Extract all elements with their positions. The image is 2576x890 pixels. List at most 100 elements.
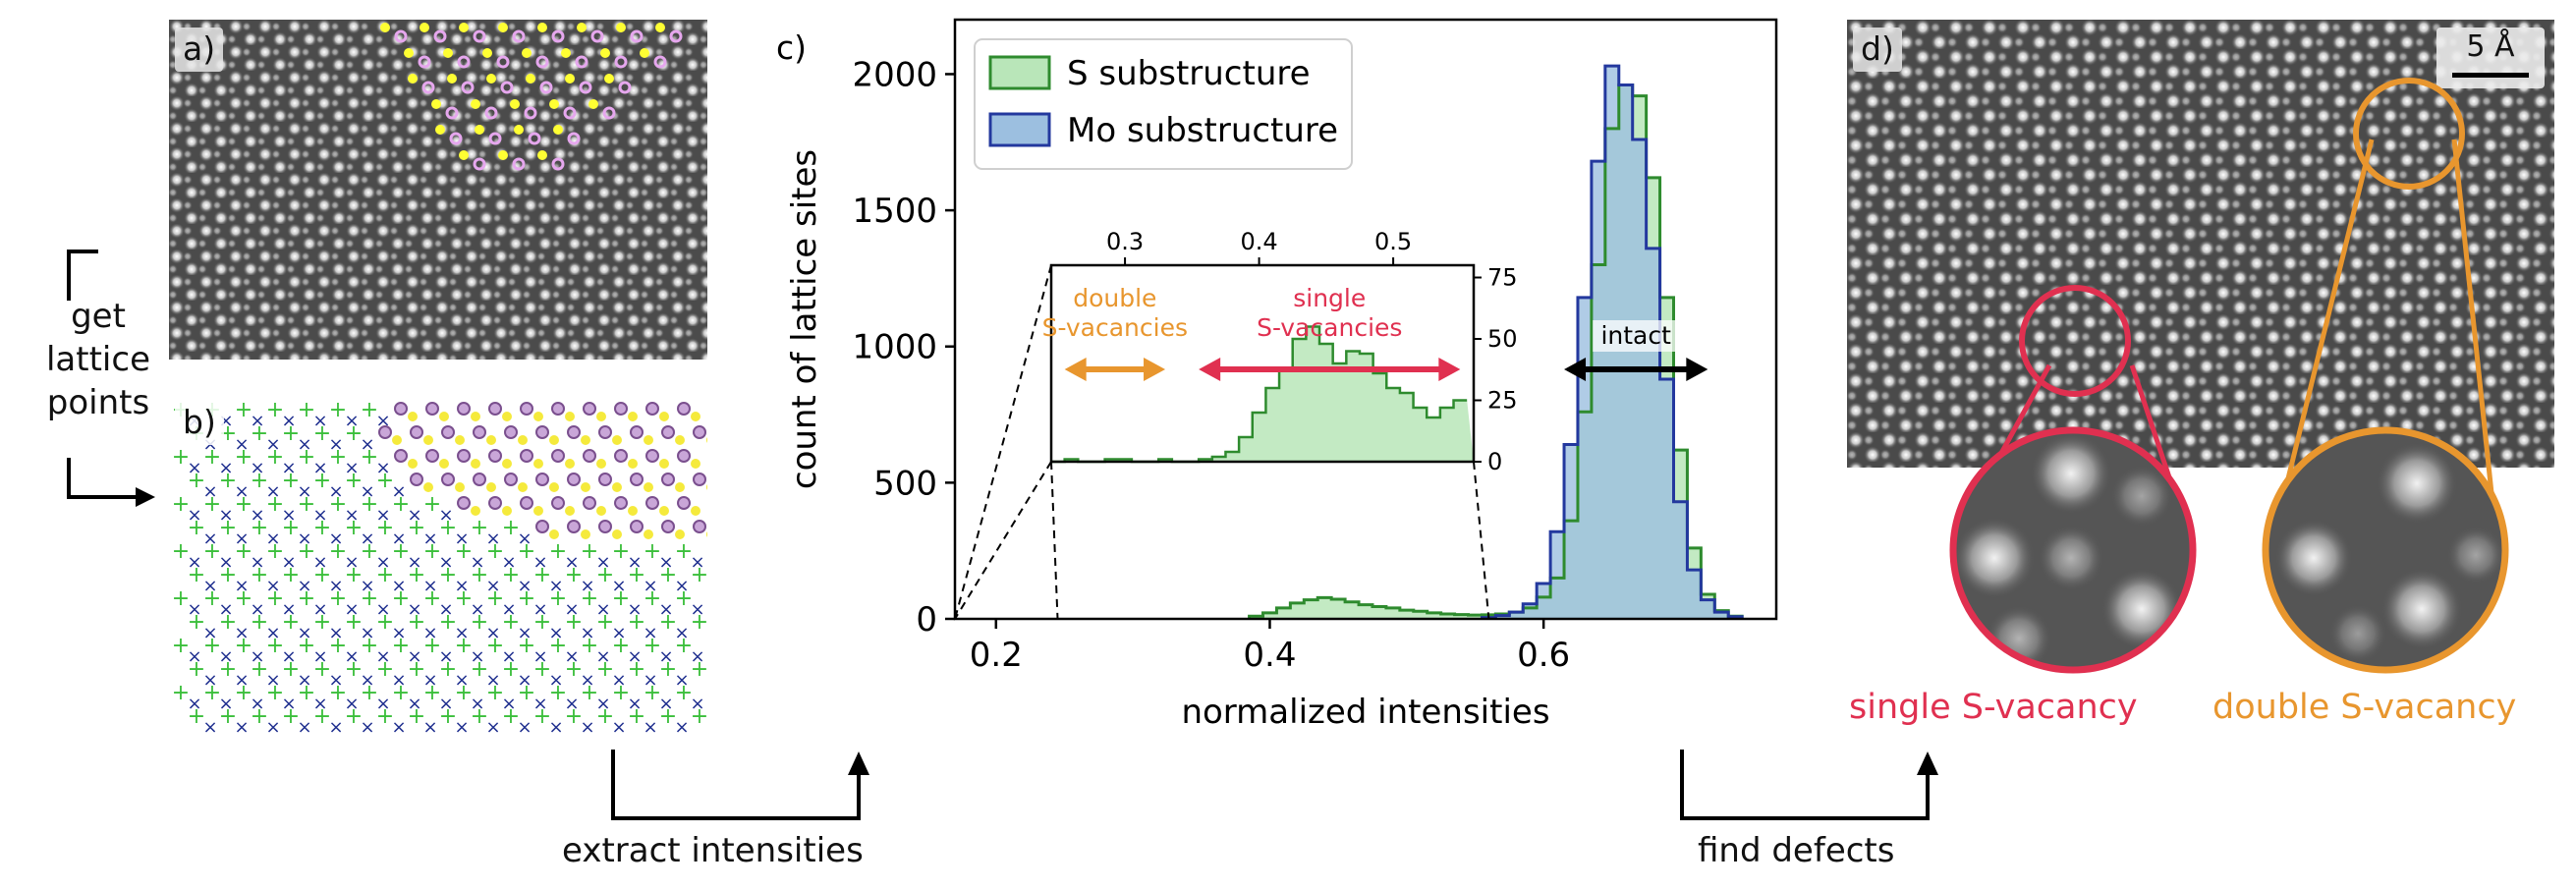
s-site-marker: + [549,539,567,564]
mo-site-marker: × [265,670,280,691]
mo-site-marker: × [627,599,642,620]
s-substructure-marker [486,435,496,445]
mo-site-marker: × [265,434,280,455]
mo-site-point [394,29,408,43]
mo-substructure-marker [535,473,549,486]
s-site-marker: + [298,586,315,611]
s-substructure-marker [533,459,543,469]
s-site-marker: + [675,586,693,611]
s-substructure-marker [706,529,716,539]
mo-site-marker: × [690,552,704,573]
s-site-marker: + [298,539,315,564]
mo-site-marker: × [548,623,563,643]
s-site-marker: + [612,586,630,611]
s-substructure-marker [612,529,622,539]
mo-site-marker: × [375,694,390,714]
panel-tag-d: d) [1853,28,1902,72]
mo-site-marker: × [312,458,327,478]
mo-site-marker: × [485,528,500,549]
mo-site-marker: × [690,646,704,667]
mo-substructure-marker [535,520,549,533]
mo-site-marker: × [501,599,516,620]
mo-site-marker: × [501,552,516,573]
mo-site-marker: × [564,646,579,667]
mo-site-marker: × [375,505,390,526]
mo-substructure-marker [630,520,644,533]
scale-bar-label: 5 Å [2466,29,2515,64]
s-site-marker: + [518,586,535,611]
mo-site-marker: × [281,599,296,620]
mo-substructure-marker [583,402,596,416]
mo-site-point [500,81,514,94]
mo-site-marker: × [187,552,201,573]
s-site-marker: + [313,563,331,587]
s-site-marker: + [361,586,378,611]
s-site-point [537,23,547,32]
mo-site-marker: × [218,505,233,526]
mo-site-marker: × [297,434,311,455]
mo-site-marker: × [202,576,217,596]
s-site-marker: + [581,586,598,611]
axes-frame [953,18,1778,621]
mo-site-marker: × [234,670,249,691]
s-site-point [604,74,614,83]
s-substructure-marker [644,482,653,492]
mo-site-marker: × [265,623,280,643]
s-site-marker: + [376,516,394,540]
mo-site-point [602,106,616,120]
mo-site-point [512,29,526,43]
mo-site-marker: × [517,576,532,596]
mo-site-marker: × [532,552,547,573]
mo-site-marker: × [344,505,359,526]
s-substructure-marker [518,482,528,492]
mo-site-marker: × [391,576,406,596]
mo-site-marker: × [312,694,327,714]
mo-site-point [575,55,588,69]
s-site-marker: + [266,539,284,564]
mo-site-marker: × [391,717,406,733]
mo-site-marker: × [234,623,249,643]
mo-substructure-marker [504,425,518,439]
s-site-point [588,99,598,109]
mo-site-marker: × [580,623,594,643]
s-site-marker: + [172,492,190,517]
mo-site-marker: × [548,576,563,596]
s-site-marker: + [329,681,347,705]
s-site-marker: + [628,563,645,587]
s-substructure-marker [706,482,716,492]
mo-substructure-marker [551,402,565,416]
find-defects-arrow [1670,742,1955,830]
s-site-marker: + [549,681,567,705]
s-site-marker: + [423,634,441,658]
mo-site-point [449,132,463,145]
mo-site-marker: × [344,646,359,667]
mo-site-marker: × [360,481,374,502]
inset-y-tick-label: 50 [1487,325,1518,353]
mo-site-marker: × [407,552,421,573]
mo-site-marker: × [485,717,500,733]
mo-substructure-marker [535,425,549,439]
s-substructure-marker [659,506,669,516]
s-substructure-marker [471,459,480,469]
mo-site-marker: × [611,670,626,691]
s-site-marker: + [251,704,268,729]
mo-site-point [579,81,592,94]
s-site-point [577,23,587,32]
s-substructure-marker [408,412,418,421]
inset-y-tick-label: 75 [1487,264,1518,292]
s-substructure-marker [533,506,543,516]
s-site-marker: + [565,704,583,729]
s-site-marker: + [565,610,583,635]
mo-site-point [445,106,459,120]
s-site-marker: + [518,539,535,564]
scale-bar-line [2452,73,2529,78]
s-site-marker: + [439,704,457,729]
s-site-point [482,48,492,58]
mo-site-marker: × [595,599,610,620]
mo-site-marker: × [297,481,311,502]
s-site-marker: + [691,704,707,729]
mo-substructure-marker [457,496,471,510]
s-substructure-marker [581,529,590,539]
s-substructure-marker [549,435,559,445]
mo-site-marker: × [438,599,453,620]
